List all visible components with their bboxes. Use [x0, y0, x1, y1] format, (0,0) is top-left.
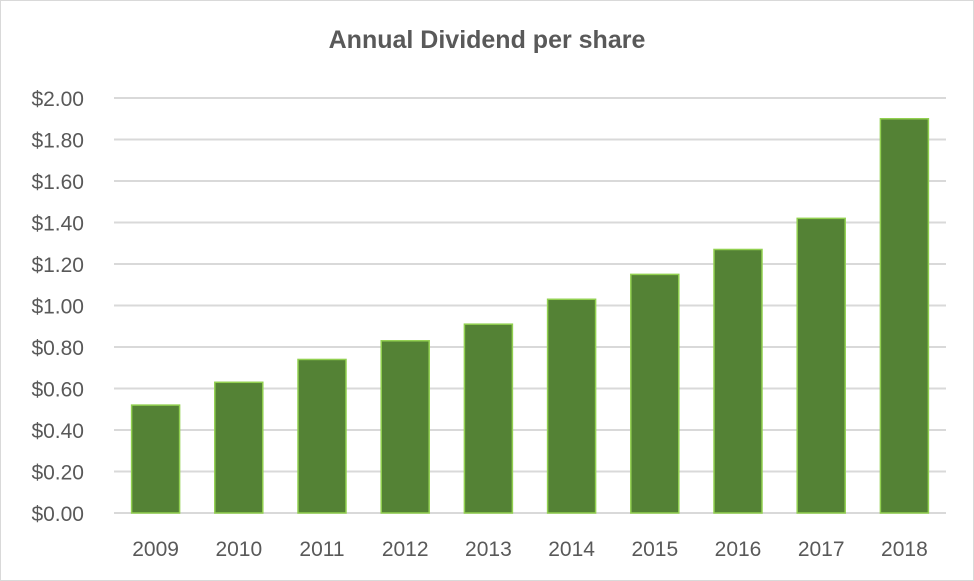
- y-tick-label: $1.40: [31, 213, 84, 236]
- bar-2012: [380, 340, 430, 514]
- y-tick-label: $0.60: [31, 379, 84, 402]
- x-tick-label: 2012: [382, 538, 429, 561]
- y-tick-label: $0.20: [31, 462, 84, 485]
- x-tick-label: 2014: [548, 538, 595, 561]
- bar-2016: [713, 248, 763, 514]
- x-tick-label: 2010: [215, 538, 262, 561]
- x-tick-label: 2015: [631, 538, 678, 561]
- bar-2009: [130, 404, 181, 514]
- bar-2013: [463, 323, 514, 514]
- x-tick-label: 2013: [465, 538, 512, 561]
- y-tick-label: $2.00: [31, 88, 84, 111]
- y-tick-label: $1.20: [31, 254, 84, 277]
- y-tick-label: $1.00: [31, 296, 84, 319]
- bar-2011: [297, 358, 347, 514]
- x-tick-label: 2016: [715, 538, 762, 561]
- y-tick-label: $0.80: [31, 337, 84, 360]
- chart-title: Annual Dividend per share: [328, 26, 646, 54]
- bar-2018: [879, 118, 930, 514]
- y-tick-label: $0.40: [31, 420, 84, 443]
- bar-2014: [546, 298, 597, 514]
- x-tick-label: 2017: [798, 538, 845, 561]
- x-tick-label: 2018: [881, 538, 928, 561]
- x-tick-label: 2009: [132, 538, 179, 561]
- y-tick-label: $1.60: [31, 171, 84, 194]
- x-tick-label: 2011: [299, 538, 344, 561]
- y-tick-label: $1.80: [31, 130, 84, 153]
- y-tick-label: $0.00: [31, 503, 84, 526]
- bar-2010: [214, 381, 264, 514]
- bar-2015: [630, 273, 680, 514]
- bar-2017: [796, 217, 846, 514]
